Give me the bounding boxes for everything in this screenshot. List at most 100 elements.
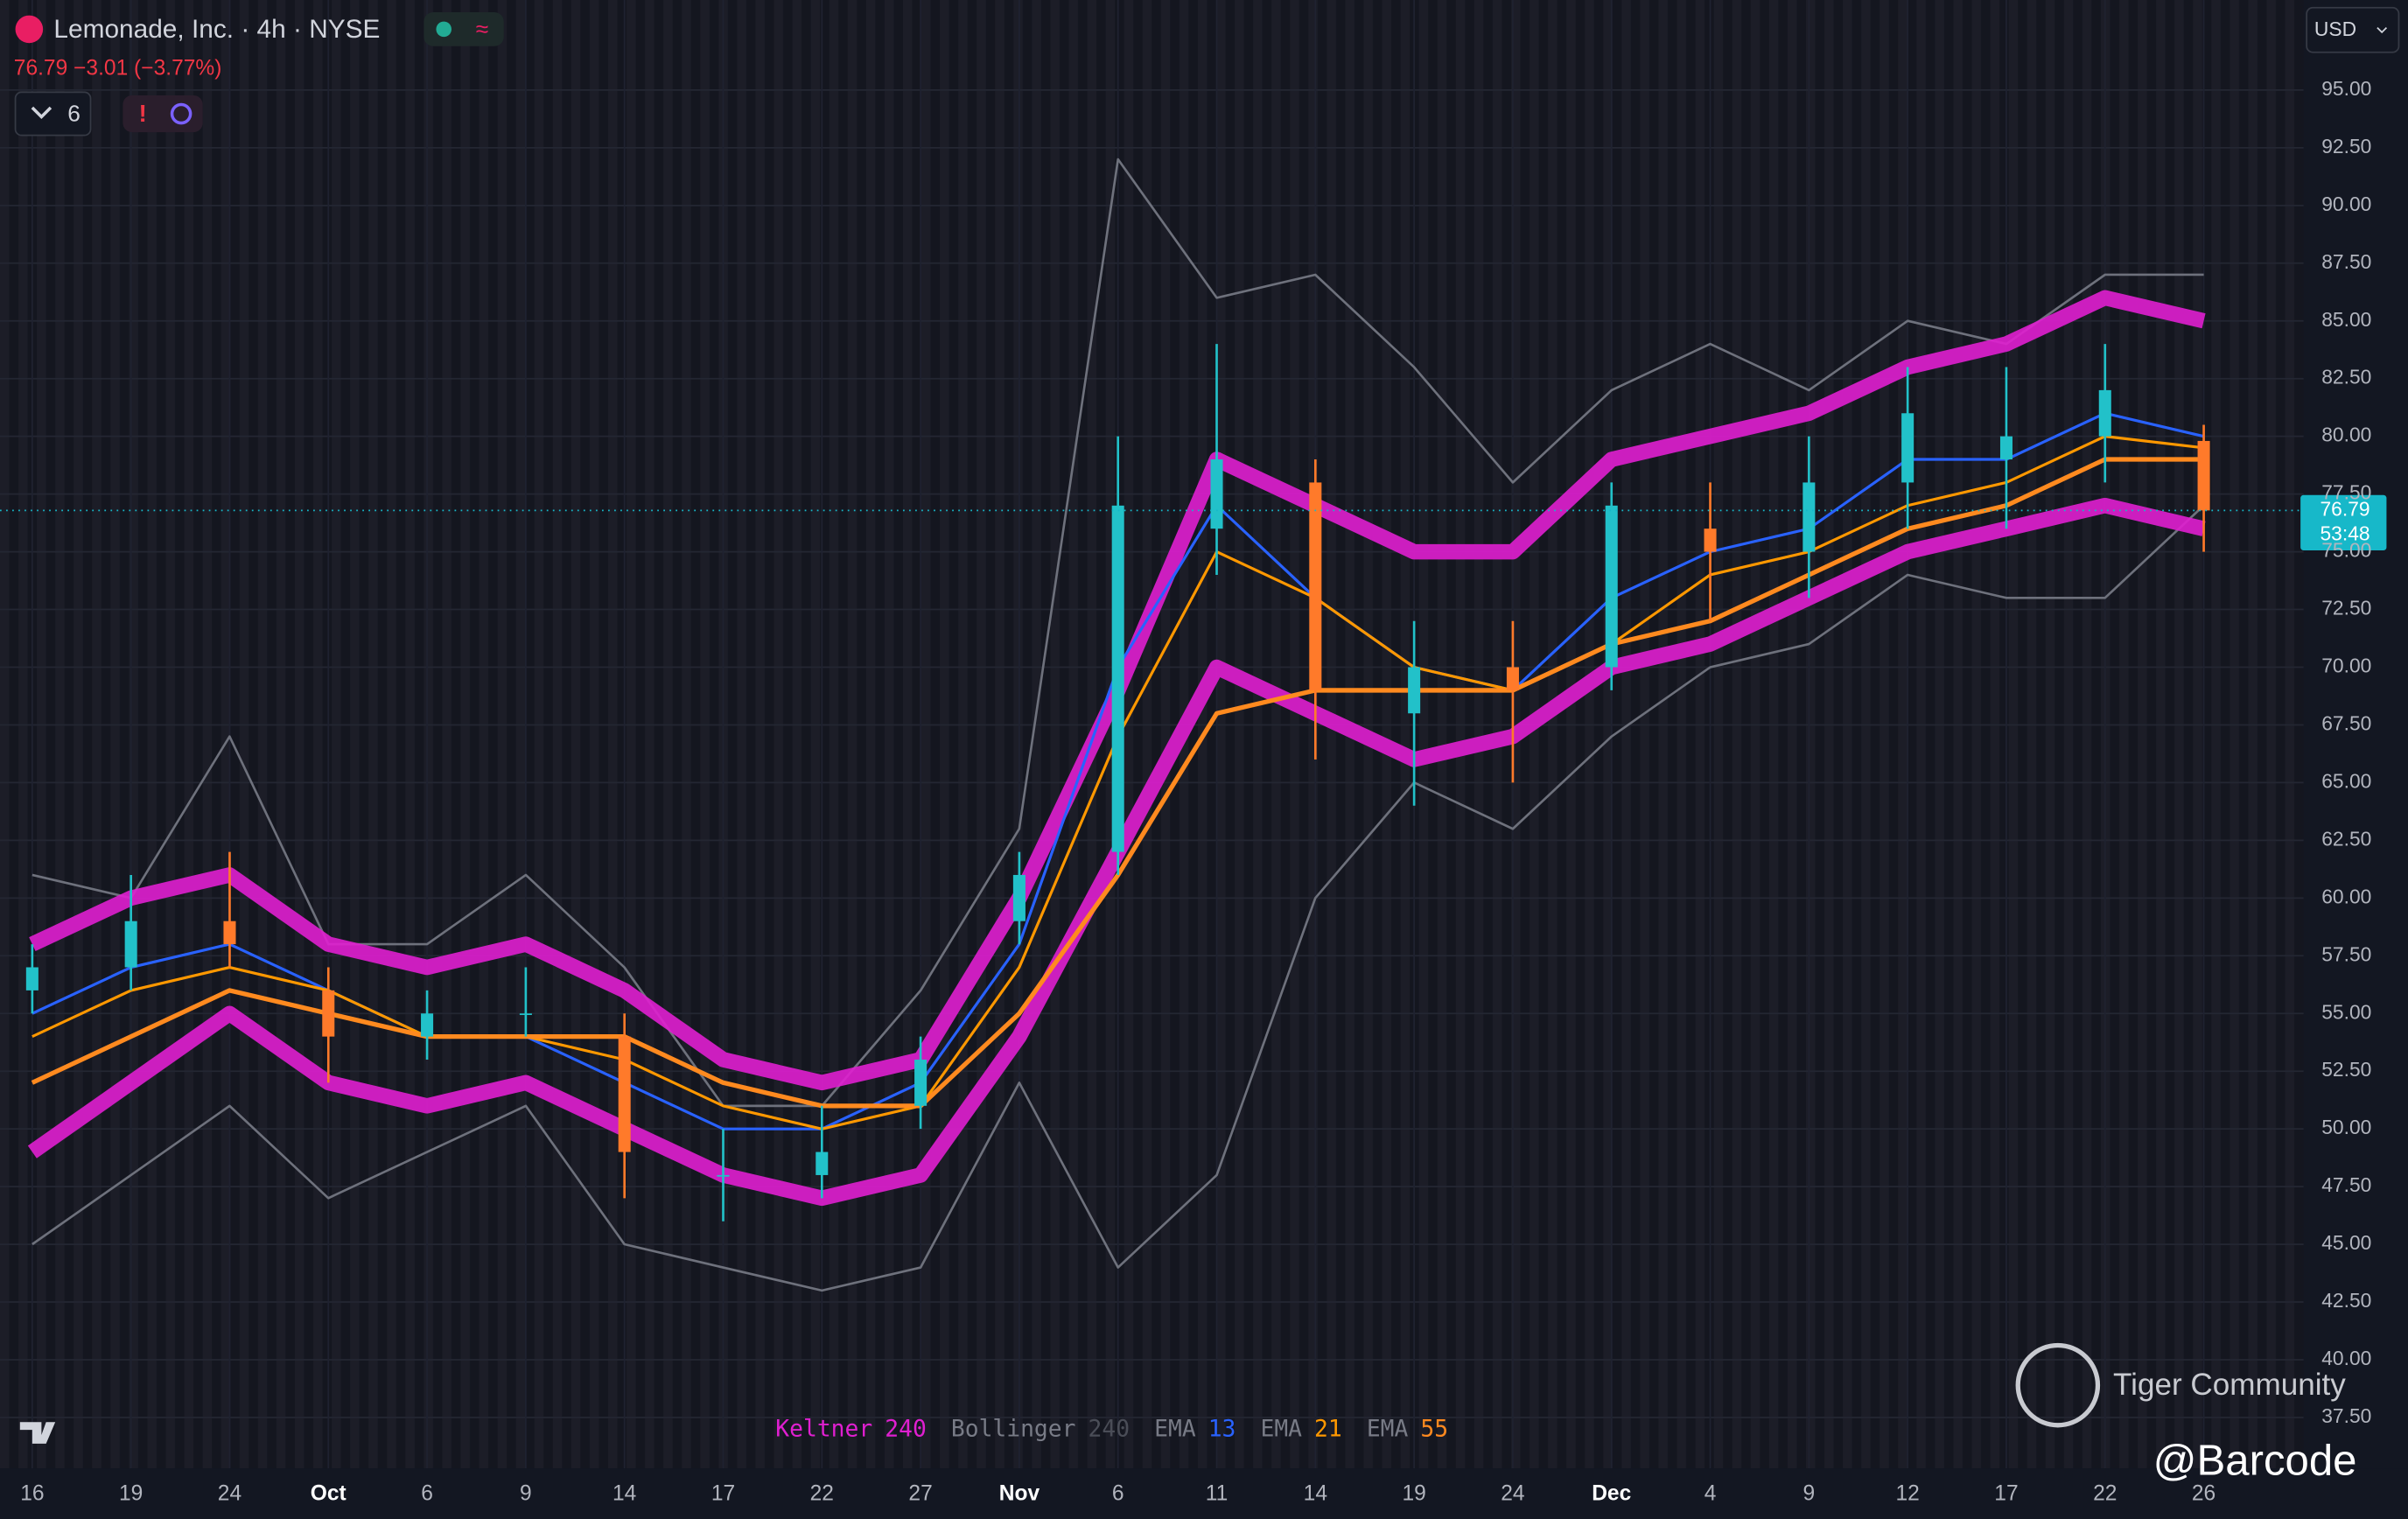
y-tick-label: 55.00	[2321, 1000, 2371, 1023]
x-tick-label: 11	[1206, 1481, 1228, 1505]
price-tag-price: 76.79	[2320, 497, 2370, 520]
header: Lemonade, Inc. · 4h · NYSE ≈ 76.79 −3.01…	[14, 6, 2400, 136]
y-tick-label: 60.00	[2321, 885, 2371, 907]
y-tick-label: 65.00	[2321, 769, 2371, 792]
x-tick-label: Nov	[999, 1481, 1040, 1505]
x-tick-label: 22	[810, 1481, 834, 1505]
symbol-logo	[15, 15, 44, 44]
x-tick-label: 16	[20, 1481, 44, 1505]
y-tick-label: 47.50	[2321, 1173, 2371, 1196]
y-tick-label: 62.50	[2321, 827, 2371, 850]
currency-chevron	[2376, 27, 2388, 34]
y-tick-label: 75.00	[2321, 539, 2371, 562]
legend-param: 55	[1420, 1417, 1448, 1443]
y-tick-label: 42.50	[2321, 1289, 2371, 1312]
x-tick-label: 22	[2093, 1481, 2117, 1505]
y-tick-label: 45.00	[2321, 1231, 2371, 1254]
candle-body	[1111, 505, 1124, 852]
legend-name: Bollinger	[951, 1417, 1076, 1443]
symbol-title: Lemonade, Inc. · 4h · NYSE	[53, 15, 380, 44]
candle-body	[1506, 667, 1519, 690]
candle-body	[322, 990, 335, 1037]
y-tick-label: 50.00	[2321, 1116, 2371, 1138]
candle-body	[1605, 505, 1618, 668]
legend-name: EMA	[1154, 1417, 1196, 1443]
price-axis-bg	[2303, 0, 2408, 1519]
y-tick-label: 82.50	[2321, 366, 2371, 388]
candle-body	[816, 1152, 829, 1175]
legend-param: 240	[1088, 1417, 1130, 1443]
candle-body	[618, 1036, 631, 1152]
x-tick-label: 17	[711, 1481, 735, 1505]
watermark: Tiger Community @Barcode	[2015, 1342, 2357, 1485]
candle-body	[2197, 440, 2210, 511]
sync-icon[interactable]	[170, 102, 192, 125]
alert-icon[interactable]: !	[139, 100, 147, 127]
tv-logo	[19, 1422, 56, 1444]
y-tick-label: 80.00	[2321, 424, 2371, 446]
x-tick-label: 14	[612, 1481, 636, 1505]
x-tick-label: 9	[1803, 1481, 1816, 1505]
y-tick-label: 67.50	[2321, 711, 2371, 734]
y-tick-label: 77.50	[2321, 481, 2371, 504]
y-tick-label: 40.00	[2321, 1347, 2371, 1369]
candle-body	[1999, 436, 2012, 460]
x-tick-label: 4	[1704, 1481, 1717, 1505]
candle-body	[421, 1013, 434, 1037]
x-tick-label: 24	[218, 1481, 242, 1505]
tv-mark	[19, 1422, 56, 1444]
status-icon: ≈	[476, 16, 488, 42]
plot-background	[0, 0, 2304, 1469]
x-tick-label: Oct	[311, 1481, 346, 1505]
legend-param: 240	[885, 1417, 927, 1443]
y-tick-label: 85.00	[2321, 308, 2371, 331]
indicator-line	[32, 504, 2205, 1292]
candle-body	[1210, 459, 1223, 529]
candle-body	[1012, 874, 1026, 921]
watermark-user: @Barcode	[2153, 1437, 2357, 1485]
candle-body	[1704, 528, 1717, 552]
y-tick-label: 57.50	[2321, 942, 2371, 965]
y-tick-label: 37.50	[2321, 1404, 2371, 1427]
y-tick-label: 90.00	[2321, 192, 2371, 215]
legend-param: 13	[1208, 1417, 1236, 1443]
indicator-count: 6	[67, 101, 80, 127]
candle-body	[1901, 413, 1914, 483]
indicator-toggle[interactable]	[14, 91, 92, 136]
y-tick-label: 52.50	[2321, 1058, 2371, 1081]
candle-body	[717, 1174, 730, 1177]
price-tag-bg	[2300, 494, 2387, 551]
legend-param: 21	[1314, 1417, 1342, 1443]
candle-body	[1408, 667, 1421, 714]
candle-body	[124, 920, 137, 968]
y-tick-label: 70.00	[2321, 654, 2371, 677]
legend: Keltner 240 Bollinger 240 EMA 13 EMA 21 EMA 55	[775, 1417, 1448, 1443]
watermark-brand: Tiger Community	[2113, 1368, 2346, 1402]
x-tick-label: 19	[119, 1481, 143, 1505]
x-tick-label: 19	[1402, 1481, 1425, 1505]
price-tag-countdown: 53:48	[2320, 522, 2370, 544]
currency-button[interactable]	[2306, 6, 2400, 53]
time-axis-bg	[0, 1468, 2408, 1519]
quote: 76.79 −3.01 (−3.77%)	[14, 57, 222, 80]
candle-body	[1802, 482, 1816, 552]
x-tick-label: 9	[520, 1481, 532, 1505]
x-tick-label: 24	[1501, 1481, 1524, 1505]
plot	[0, 0, 2304, 1469]
y-tick-label: 92.50	[2321, 135, 2371, 158]
market-status[interactable]	[436, 21, 452, 38]
watermark-logo	[2015, 1342, 2101, 1428]
legend-name: EMA	[1260, 1417, 1302, 1443]
y-tick-label: 95.00	[2321, 77, 2371, 100]
candle-body	[2098, 389, 2111, 437]
currency: USD	[2314, 18, 2356, 40]
indicator-line	[31, 457, 2204, 1109]
x-tick-label: 27	[908, 1481, 932, 1505]
status-pill	[424, 12, 504, 46]
x-tick-label: 12	[1895, 1481, 1919, 1505]
candle-body	[25, 967, 38, 990]
indicator-line	[32, 158, 2204, 1108]
chevron	[31, 106, 52, 120]
